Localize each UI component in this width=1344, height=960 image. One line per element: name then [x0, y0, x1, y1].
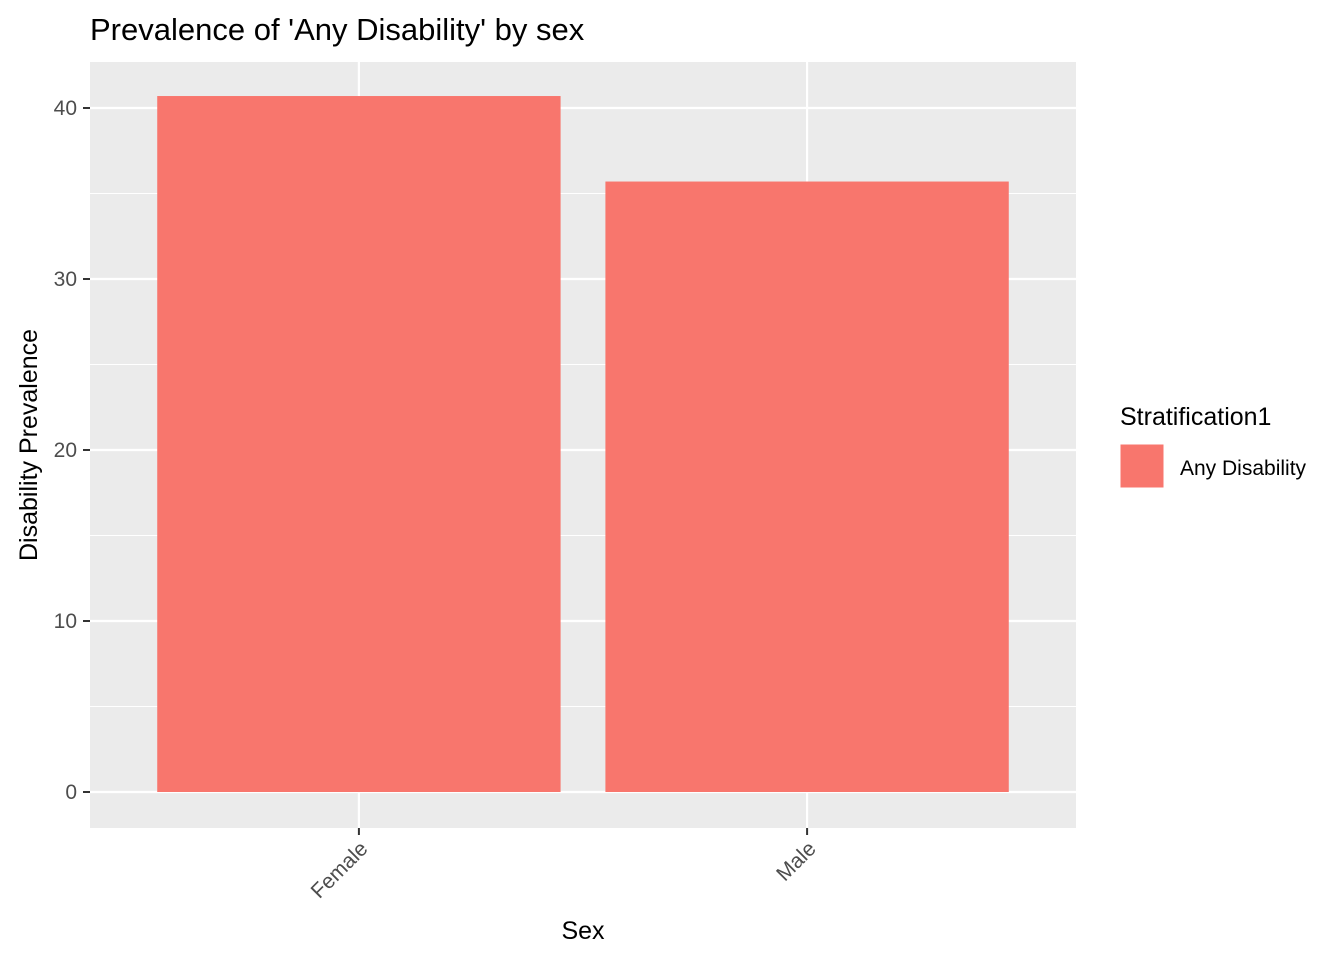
x-tick-label: Male [772, 837, 820, 885]
x-axis-title: Sex [561, 917, 605, 945]
y-tick-label: 20 [54, 439, 77, 462]
legend-label-any-disability: Any Disability [1180, 457, 1307, 480]
legend-title: Stratification1 [1120, 403, 1271, 431]
y-tick-label: 0 [65, 781, 77, 804]
x-tick-label: Female [307, 837, 373, 903]
chart-title: Prevalence of 'Any Disability' by sex [90, 12, 585, 47]
bars [157, 96, 1009, 792]
y-axis: 0 10 20 30 40 [54, 97, 90, 804]
legend: Stratification1 Any Disability [1119, 403, 1307, 489]
bar-male [605, 181, 1009, 792]
x-axis: Female Male [307, 828, 821, 903]
y-tick-label: 30 [54, 268, 77, 291]
y-tick-label: 10 [54, 610, 77, 633]
y-tick-label: 40 [54, 97, 77, 120]
y-axis-title: Disability Prevalence [15, 329, 43, 561]
legend-key-any-disability [1119, 443, 1165, 489]
bar-female [157, 96, 561, 792]
